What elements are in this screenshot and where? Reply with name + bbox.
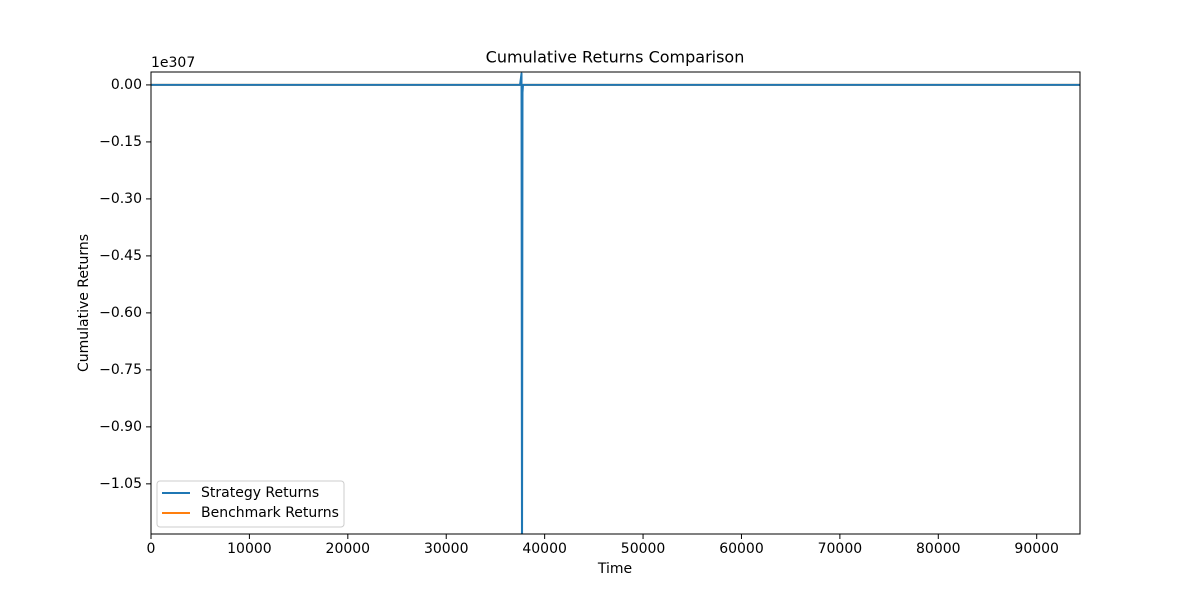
x-tick-label: 70000 bbox=[818, 541, 863, 557]
y-axis-label: Cumulative Returns bbox=[76, 234, 92, 372]
y-tick-label: −0.90 bbox=[99, 419, 142, 435]
legend-label: Strategy Returns bbox=[201, 485, 319, 501]
y-tick-label: 0.00 bbox=[111, 77, 142, 93]
x-tick-label: 60000 bbox=[719, 541, 764, 557]
x-tick-label: 30000 bbox=[424, 541, 469, 557]
y-tick-label: −0.45 bbox=[99, 248, 142, 264]
x-tick-label: 40000 bbox=[522, 541, 567, 557]
legend-box bbox=[156, 480, 345, 528]
plot-frame bbox=[150, 71, 1081, 535]
y-tick-label: −0.30 bbox=[99, 191, 142, 207]
plot-lines bbox=[151, 72, 1080, 534]
x-tick-label: 50000 bbox=[621, 541, 666, 557]
y-tick-label: −0.15 bbox=[99, 134, 142, 150]
x-tick-label: 80000 bbox=[916, 541, 961, 557]
y-tick-label: −0.60 bbox=[99, 305, 142, 321]
series-line bbox=[151, 72, 1080, 534]
y-tick-label: −1.05 bbox=[99, 476, 142, 492]
y-offset-label: 1e307 bbox=[151, 55, 195, 71]
x-tick-label: 90000 bbox=[1014, 541, 1059, 557]
chart-title: Cumulative Returns Comparison bbox=[486, 48, 745, 67]
x-axis-label: Time bbox=[597, 561, 632, 577]
legend-label: Benchmark Returns bbox=[201, 505, 339, 521]
x-tick-label: 10000 bbox=[227, 541, 272, 557]
x-tick-label: 20000 bbox=[326, 541, 371, 557]
x-tick-label: 0 bbox=[147, 541, 156, 557]
y-tick-label: −0.75 bbox=[99, 362, 142, 378]
